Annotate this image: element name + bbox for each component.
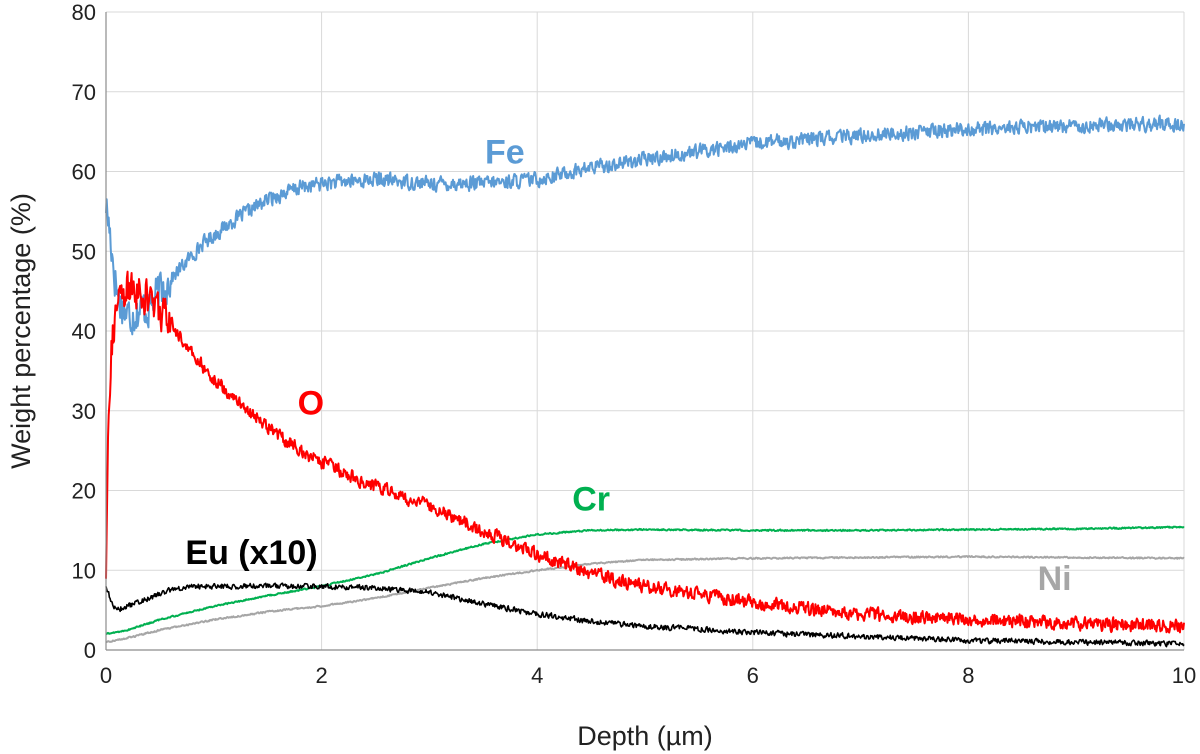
y-tick-label: 50 (72, 239, 96, 264)
y-tick-label: 20 (72, 479, 96, 504)
series-label-o: O (298, 385, 324, 423)
y-tick-label: 30 (72, 399, 96, 424)
x-tick-label: 2 (315, 663, 327, 688)
series-line-fe (105, 114, 1185, 336)
x-tick-label: 4 (531, 663, 543, 688)
x-tick-labels: 0 2 4 6 8 10 (100, 663, 1196, 688)
series-label-cr: Cr (572, 480, 610, 518)
series-line-o (105, 270, 1185, 634)
series-line-ni (105, 554, 1185, 644)
series-line-eu-x10 (105, 582, 1185, 648)
y-axis-title: Weight percentage (%) (6, 193, 36, 469)
x-tick-label: 10 (1172, 663, 1196, 688)
y-tick-label: 70 (72, 80, 96, 105)
series-label-ni: Ni (1038, 560, 1072, 598)
x-tick-label: 8 (962, 663, 974, 688)
grid-layer (106, 11, 1185, 650)
axis-layer (105, 12, 1184, 651)
y-tick-label: 10 (72, 558, 96, 583)
series-labels: Fe O Cr Ni Eu (x10) (185, 134, 1071, 599)
series-line-cr (105, 525, 1185, 636)
x-tick-label: 6 (747, 663, 759, 688)
y-tick-labels: 0 10 20 30 40 50 60 70 80 (72, 0, 96, 663)
x-tick-label: 0 (100, 663, 112, 688)
y-tick-label: 80 (72, 0, 96, 25)
series-layer (105, 114, 1185, 648)
series-label-fe: Fe (485, 134, 525, 172)
y-tick-label: 0 (84, 638, 96, 663)
y-tick-label: 60 (72, 160, 96, 185)
x-axis-title: Depth (µm) (577, 721, 713, 751)
y-tick-label: 40 (72, 319, 96, 344)
series-label-eu-x10: Eu (x10) (185, 534, 317, 572)
